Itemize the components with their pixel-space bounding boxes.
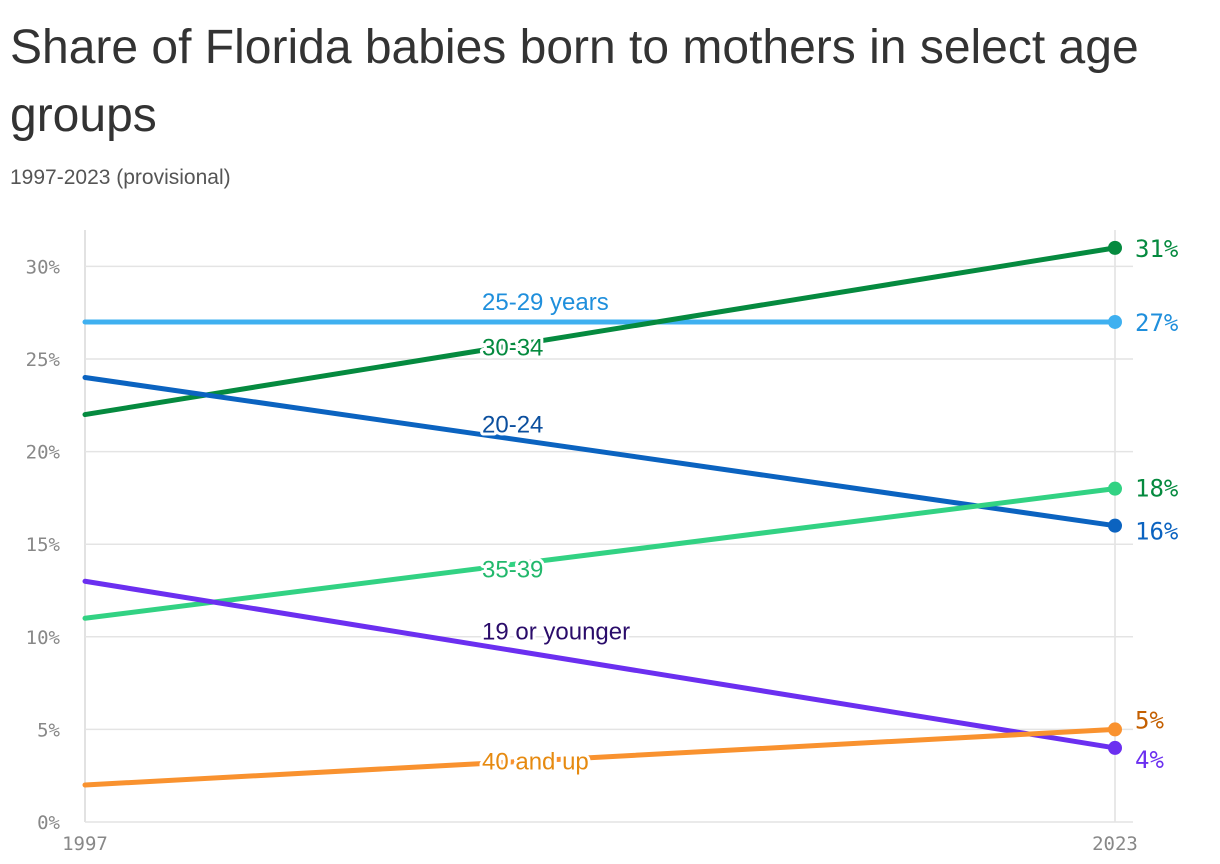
series-end-label: 4% [1135,746,1164,774]
series-endpoint [1108,518,1122,533]
series-line [82,578,1118,751]
series-end-label: 16% [1135,518,1179,546]
series-label: 25-29 years [482,289,609,316]
series-line [82,245,1118,418]
series-label: 30-34 [482,334,543,361]
y-tick-label: 5% [37,719,60,741]
series-label: 40 and up [482,749,589,776]
series-label: 35-39 [482,556,543,583]
series-label: 19 or younger [482,618,630,645]
y-tick-label: 15% [26,534,61,556]
series-endpoint [1108,722,1122,737]
series-line [82,486,1118,621]
series-end-label: 31% [1135,235,1179,263]
series-endpoint [1108,481,1122,496]
x-tick-label: 1997 [62,833,108,855]
chart-title: Share of Florida babies born to mothers … [10,21,1139,142]
y-tick-label: 30% [26,256,61,278]
x-tick-label: 2023 [1092,833,1138,855]
y-tick-label: 0% [37,812,60,834]
series-endpoint [1108,240,1122,255]
y-tick-label: 25% [26,349,61,371]
series-end-label: 18% [1135,475,1179,503]
series-line [82,375,1118,529]
y-tick-label: 20% [26,442,61,464]
series-end-label: 5% [1135,706,1164,734]
series-endpoint [1108,740,1122,755]
series-label: 20-24 [482,412,543,439]
series-endpoint [1108,314,1122,329]
series-line [82,726,1118,788]
chart-subtitle: 1997-2023 (provisional) [10,166,231,189]
y-tick-label: 10% [26,627,61,649]
series-end-label: 27% [1135,309,1179,337]
